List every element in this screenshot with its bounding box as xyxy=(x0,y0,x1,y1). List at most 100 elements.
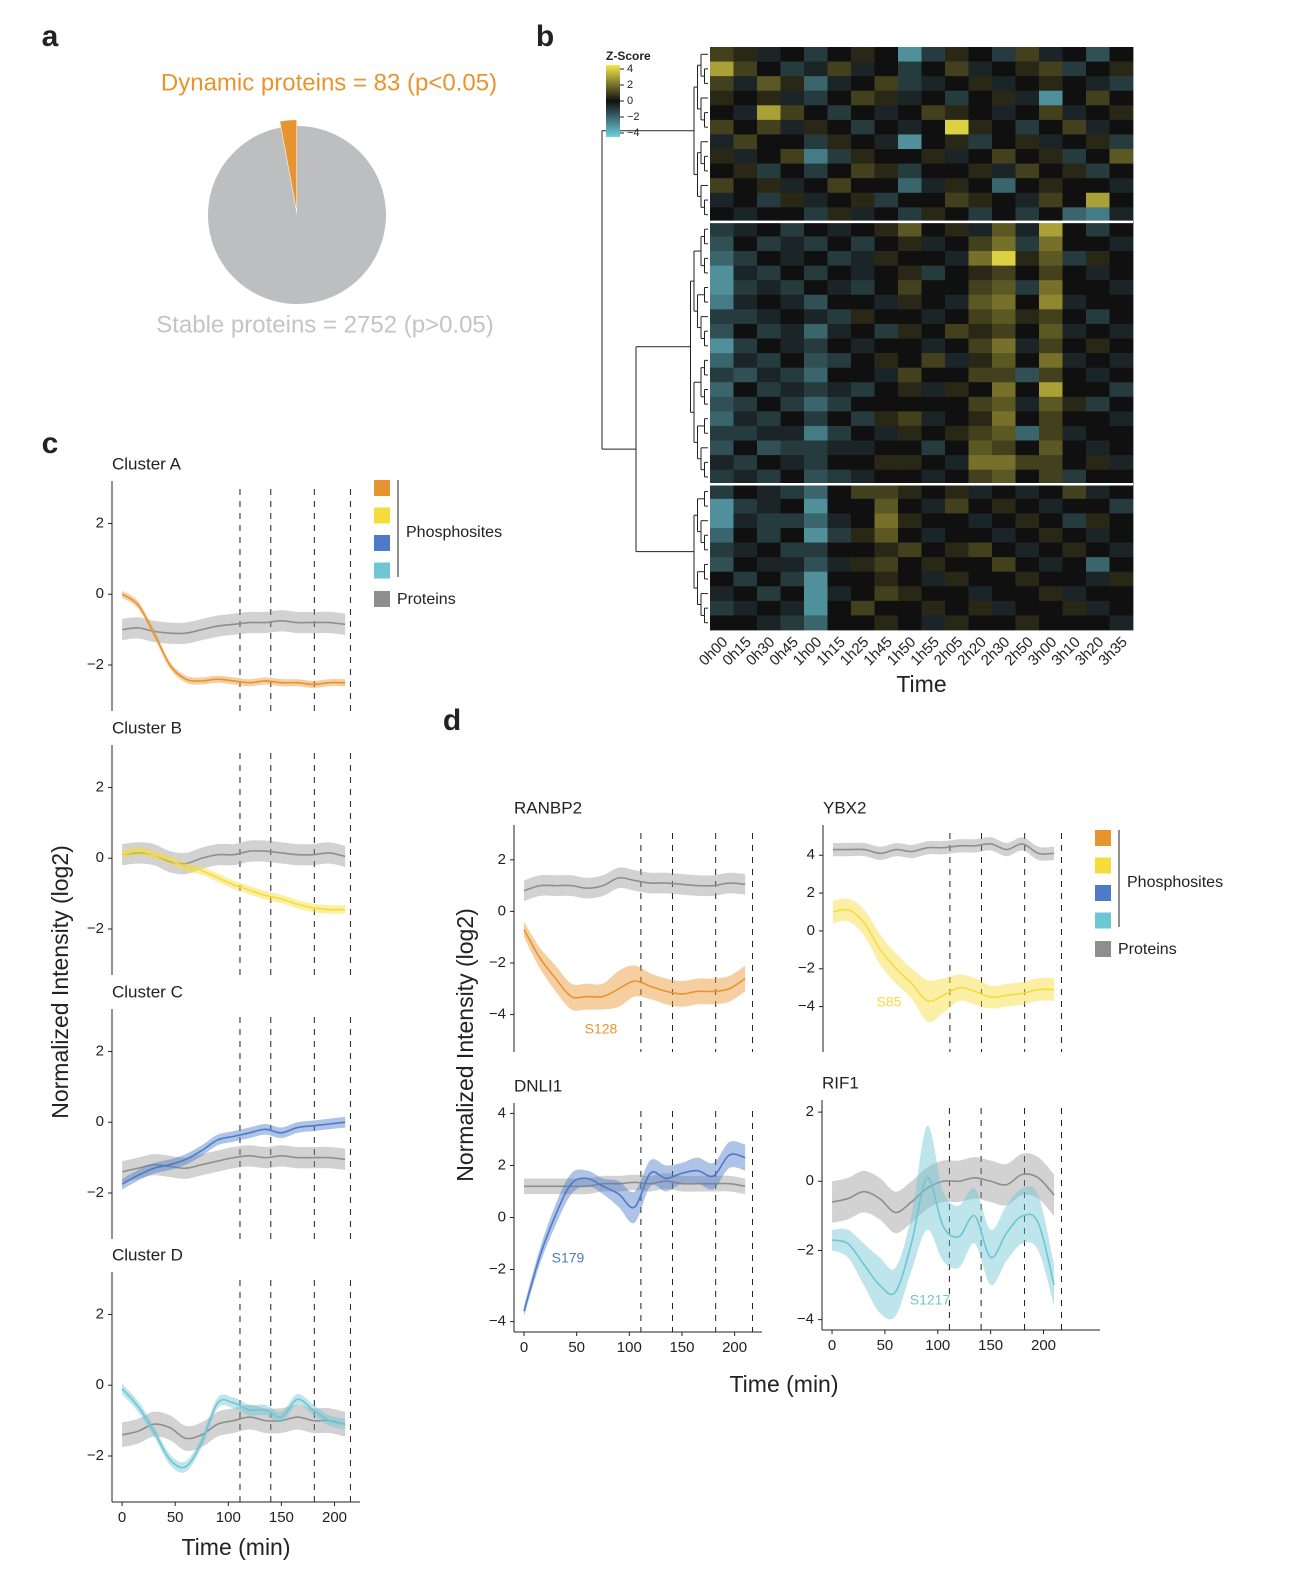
heatmap-cell xyxy=(921,498,946,514)
heatmap-cell xyxy=(968,163,993,179)
heatmap-cell xyxy=(1062,440,1087,456)
heatmap-cell xyxy=(710,134,734,150)
heatmap-cell xyxy=(898,527,922,543)
x-axis-label: Time (min) xyxy=(729,1371,838,1397)
heatmap-cell xyxy=(827,425,852,441)
heatmap-cell xyxy=(1015,294,1040,310)
heatmap-cell xyxy=(733,484,758,500)
heatmap-cell xyxy=(1109,280,1134,296)
heatmap-cell xyxy=(804,571,828,587)
y-tick-label: 4 xyxy=(498,1104,506,1121)
heatmap-cell xyxy=(898,469,922,485)
heatmap-cell xyxy=(968,513,993,529)
heatmap-cell xyxy=(992,382,1016,398)
heatmap-cell xyxy=(851,382,875,398)
y-tick-label: 0 xyxy=(498,902,506,919)
heatmap-cell xyxy=(921,396,946,412)
heatmap-cell xyxy=(945,163,969,179)
heatmap-cell xyxy=(921,294,946,310)
heatmap-cell xyxy=(733,251,758,267)
y-tick-label: 2 xyxy=(96,1042,104,1059)
heatmap-cell xyxy=(1039,353,1063,369)
heatmap-cell xyxy=(733,47,758,62)
heatmap-cell xyxy=(827,542,852,558)
heatmap-cell xyxy=(1086,353,1110,369)
heatmap-cell xyxy=(992,469,1016,485)
heatmap-cell xyxy=(827,221,852,237)
heatmap-cell xyxy=(851,455,875,471)
y-tick-label: −2 xyxy=(489,954,506,971)
heatmap-cell xyxy=(780,484,805,500)
heatmap-cell xyxy=(851,251,875,267)
heatmap-cell xyxy=(992,105,1016,121)
heatmap-cell xyxy=(780,207,805,223)
legend-label: Proteins xyxy=(1118,941,1177,958)
heatmap-cell xyxy=(898,265,922,281)
confidence-band xyxy=(524,1141,746,1317)
heatmap-cell xyxy=(804,134,828,150)
heatmap-cell xyxy=(1039,498,1063,514)
heatmap-cell xyxy=(780,134,805,150)
heatmap-cell xyxy=(780,513,805,529)
heatmap-cell xyxy=(968,455,993,471)
y-tick-label: −2 xyxy=(798,960,815,977)
heatmap-cell xyxy=(710,571,734,587)
heatmap-cell xyxy=(1015,178,1040,194)
subplot-title: DNLI1 xyxy=(514,1076,562,1095)
heatmap-cell xyxy=(1015,571,1040,587)
heatmap-cell xyxy=(874,251,899,267)
colorbar xyxy=(606,65,620,137)
heatmap-cell xyxy=(1086,178,1110,194)
series-line xyxy=(523,876,746,892)
legend-swatch xyxy=(1095,912,1111,929)
heatmap-cell xyxy=(1086,294,1110,310)
heatmap-cell xyxy=(1109,469,1134,485)
heatmap-cell xyxy=(1015,236,1040,252)
heatmap-cell xyxy=(992,367,1016,383)
heatmap-cell xyxy=(992,353,1016,369)
series-label: S85 xyxy=(877,994,902,1010)
heatmap-cell xyxy=(874,353,899,369)
heatmap-cell xyxy=(851,178,875,194)
heatmap-cell xyxy=(992,513,1016,529)
subplot-title: Cluster A xyxy=(112,454,182,473)
heatmap-cell xyxy=(1062,615,1087,631)
heatmap-cell xyxy=(874,323,899,339)
heatmap-cell xyxy=(1086,600,1110,616)
heatmap-cell xyxy=(827,382,852,398)
heatmap-cell xyxy=(1109,134,1134,150)
heatmap-cell xyxy=(804,440,828,456)
heatmap-cell xyxy=(710,353,734,369)
heatmap-cell xyxy=(733,367,758,383)
heatmap-cell xyxy=(1039,615,1063,631)
colorbar-tick-label: 0 xyxy=(627,95,633,107)
heatmap-cell xyxy=(733,280,758,296)
heatmap-cell xyxy=(780,396,805,412)
heatmap-cell xyxy=(945,484,969,500)
heatmap-cell xyxy=(1086,309,1110,325)
heatmap-cell xyxy=(733,294,758,310)
heatmap-cell xyxy=(733,192,758,208)
heatmap-cell xyxy=(1039,294,1063,310)
heatmap-cell xyxy=(874,382,899,398)
heatmap-cell xyxy=(827,586,852,602)
heatmap-cell xyxy=(874,163,899,179)
colorbar-tick-label: 2 xyxy=(627,79,633,91)
heatmap-cell xyxy=(921,382,946,398)
heatmap-cell xyxy=(780,105,805,121)
heatmap-cell xyxy=(827,90,852,106)
heatmap-cell xyxy=(874,61,899,77)
heatmap-cell xyxy=(1062,207,1087,223)
heatmap-cell xyxy=(874,207,899,223)
heatmap-cell xyxy=(1062,513,1087,529)
heatmap-cell xyxy=(733,338,758,354)
heatmap-cell xyxy=(1039,251,1063,267)
heatmap-cell xyxy=(1039,367,1063,383)
heatmap-cell xyxy=(804,411,828,427)
heatmap-cell xyxy=(733,571,758,587)
heatmap-cell xyxy=(1086,557,1110,573)
heatmap-cell xyxy=(1086,251,1110,267)
subplot-title: YBX2 xyxy=(823,798,866,817)
heatmap-cell xyxy=(851,105,875,121)
x-axis-label: Time xyxy=(896,671,946,697)
